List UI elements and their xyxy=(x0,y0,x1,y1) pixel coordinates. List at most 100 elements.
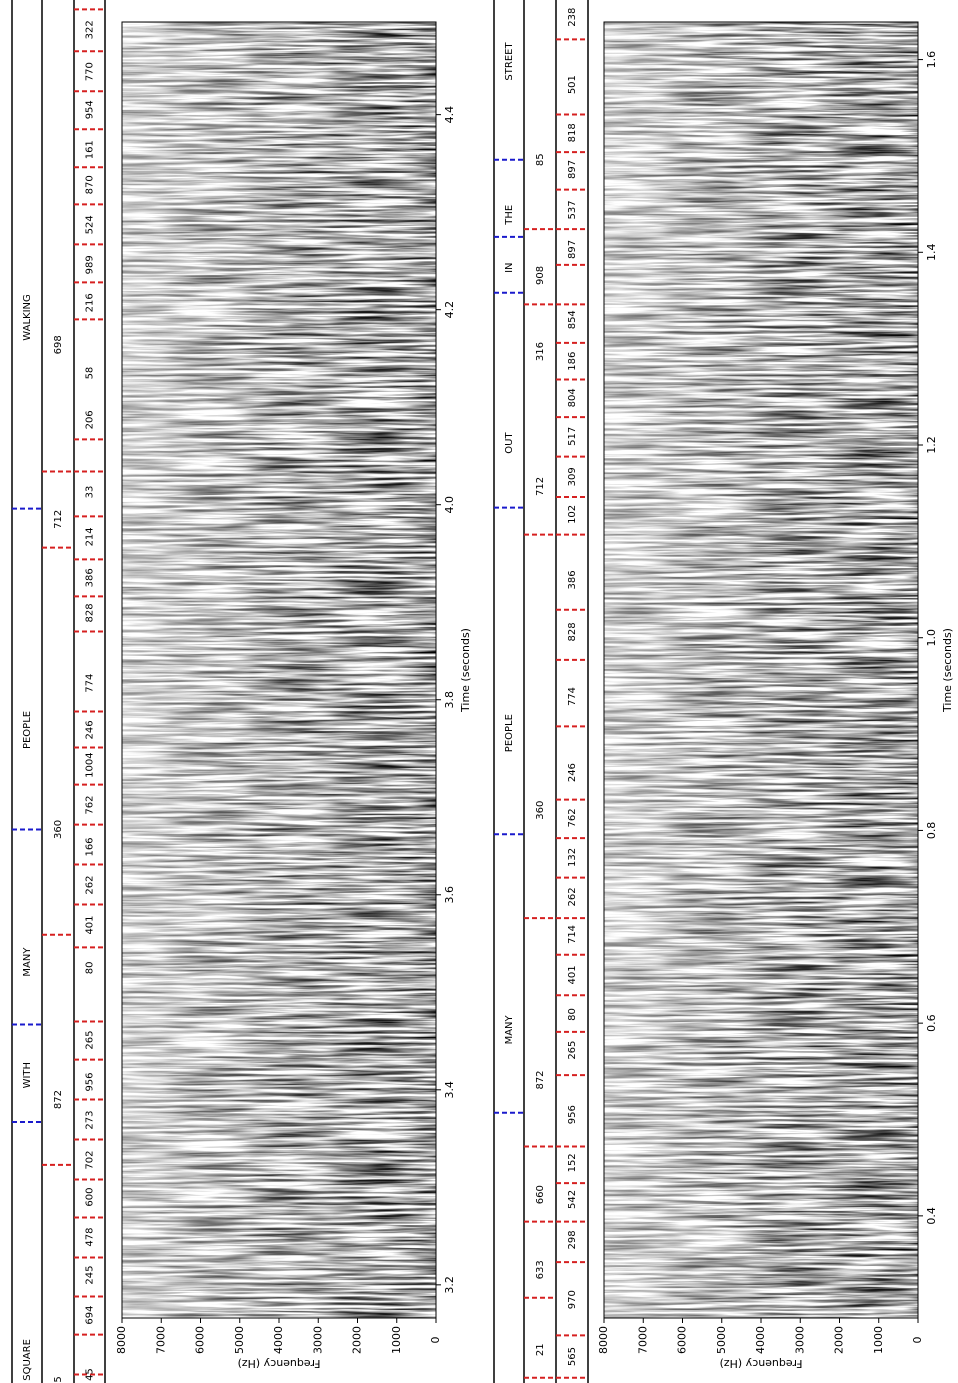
tier-label: 316 xyxy=(535,342,546,361)
tier-label: 633 xyxy=(535,1260,546,1279)
spectrogram-fade xyxy=(122,22,436,1318)
y-tick-label: 7000 xyxy=(154,1326,167,1354)
tier-label: 322 xyxy=(85,20,96,39)
tier-label: 246 xyxy=(85,720,96,739)
tier-label: 360 xyxy=(53,820,64,839)
x-tick-label: 3.6 xyxy=(443,886,456,904)
y-tick-label: 0 xyxy=(911,1337,924,1344)
tier-label: 238 xyxy=(567,8,578,27)
x-tick-label: 1.6 xyxy=(925,51,938,68)
tier-label: WITH xyxy=(22,1062,33,1088)
x-axis-label: Time (seconds) xyxy=(459,628,472,713)
tier-label: 712 xyxy=(535,477,546,496)
tier-label: 262 xyxy=(567,887,578,906)
y-tick-label: 5000 xyxy=(233,1326,246,1354)
x-tick-label: 4.0 xyxy=(443,496,456,514)
tier-label: PEOPLE xyxy=(22,711,33,749)
tier-label: 360 xyxy=(535,801,546,820)
tier-label: 132 xyxy=(567,848,578,867)
tier-label: 970 xyxy=(567,1290,578,1309)
tier-label: 265 xyxy=(85,1031,96,1050)
tier-label: 80 xyxy=(85,962,96,975)
tier-label: 273 xyxy=(85,1110,96,1129)
tier-label: 386 xyxy=(567,570,578,589)
x-tick-label: 3.8 xyxy=(443,691,456,709)
tier-label: 818 xyxy=(567,123,578,142)
tier-label: 870 xyxy=(85,175,96,194)
x-tick-label: 1.2 xyxy=(925,436,938,454)
tier-label: MANY xyxy=(22,947,33,977)
x-tick-label: 0.4 xyxy=(925,1207,938,1225)
tier-label: THE xyxy=(504,205,515,226)
tier-label: 85 xyxy=(535,153,546,166)
tier-label: 524 xyxy=(85,215,96,234)
tier-label: 478 xyxy=(85,1228,96,1247)
tier-label: 537 xyxy=(567,200,578,219)
tier-label: 80 xyxy=(567,1008,578,1021)
tier-label: 698 xyxy=(53,335,64,354)
y-tick-label: 4000 xyxy=(754,1326,767,1354)
tier-label: STREET xyxy=(504,42,515,81)
y-tick-label: 5000 xyxy=(715,1326,728,1354)
y-tick-label: 0 xyxy=(429,1337,442,1344)
tier-label: 702 xyxy=(85,1150,96,1169)
tier-label: 401 xyxy=(85,915,96,934)
y-tick-label: 3000 xyxy=(311,1326,324,1354)
x-axis-label: Time (seconds) xyxy=(941,628,954,713)
tier-label: WALKING xyxy=(22,294,33,341)
tier-label: 5 xyxy=(53,1376,64,1382)
x-tick-label: 4.2 xyxy=(443,301,456,319)
tier-label: 908 xyxy=(535,266,546,285)
y-tick-label: 1000 xyxy=(390,1326,403,1354)
tier-label: SQUARE xyxy=(22,1339,33,1381)
tier-label: 501 xyxy=(567,75,578,94)
tier-label: OUT xyxy=(504,432,515,454)
tier-label: IN xyxy=(504,262,515,272)
tier-label: 33 xyxy=(85,486,96,499)
tier-label: 265 xyxy=(567,1041,578,1060)
tier-label: 45 xyxy=(85,1368,96,1381)
tier-label: 565 xyxy=(567,1347,578,1366)
spectrogram-fade xyxy=(604,22,918,1318)
tier-label: 161 xyxy=(85,140,96,159)
tier-label: 660 xyxy=(535,1185,546,1204)
tier-label: 762 xyxy=(85,796,96,815)
x-tick-label: 3.2 xyxy=(443,1276,456,1294)
tier-label: 298 xyxy=(567,1230,578,1249)
x-tick-label: 1.4 xyxy=(925,244,938,262)
tier-label: 762 xyxy=(567,808,578,827)
y-tick-label: 7000 xyxy=(636,1326,649,1354)
tier-label: 542 xyxy=(567,1190,578,1209)
y-tick-label: 8000 xyxy=(597,1326,610,1354)
tier-label: 897 xyxy=(567,160,578,179)
tier-label: 854 xyxy=(567,310,578,329)
y-tick-label: 2000 xyxy=(351,1326,364,1354)
x-tick-label: 0.8 xyxy=(925,822,938,840)
tier-label: 989 xyxy=(85,255,96,274)
y-tick-label: 3000 xyxy=(793,1326,806,1354)
tier-label: 770 xyxy=(85,62,96,81)
tier-label: 828 xyxy=(567,622,578,641)
y-tick-label: 4000 xyxy=(272,1326,285,1354)
tier-label: 401 xyxy=(567,965,578,984)
tier-label: MANY xyxy=(504,1014,515,1044)
tier-label: 102 xyxy=(567,505,578,524)
y-tick-label: 8000 xyxy=(115,1326,128,1354)
tier-label: 694 xyxy=(85,1306,96,1325)
tier-label: 712 xyxy=(53,510,64,529)
tier-label: 206 xyxy=(85,410,96,429)
tier-label: 897 xyxy=(567,240,578,259)
y-axis-label: Frequency (Hz) xyxy=(238,1357,321,1370)
x-tick-label: 1.0 xyxy=(925,629,938,647)
tier-label: 214 xyxy=(85,527,96,546)
tier-label: 714 xyxy=(567,925,578,944)
tier-label: 245 xyxy=(85,1266,96,1285)
x-tick-label: 0.6 xyxy=(925,1014,938,1032)
tier-label: 262 xyxy=(85,875,96,894)
y-tick-label: 6000 xyxy=(194,1326,207,1354)
tier-label: 58 xyxy=(85,367,96,380)
tier-label: 186 xyxy=(567,352,578,371)
tier-label: 517 xyxy=(567,427,578,446)
tier-label: 166 xyxy=(85,837,96,856)
